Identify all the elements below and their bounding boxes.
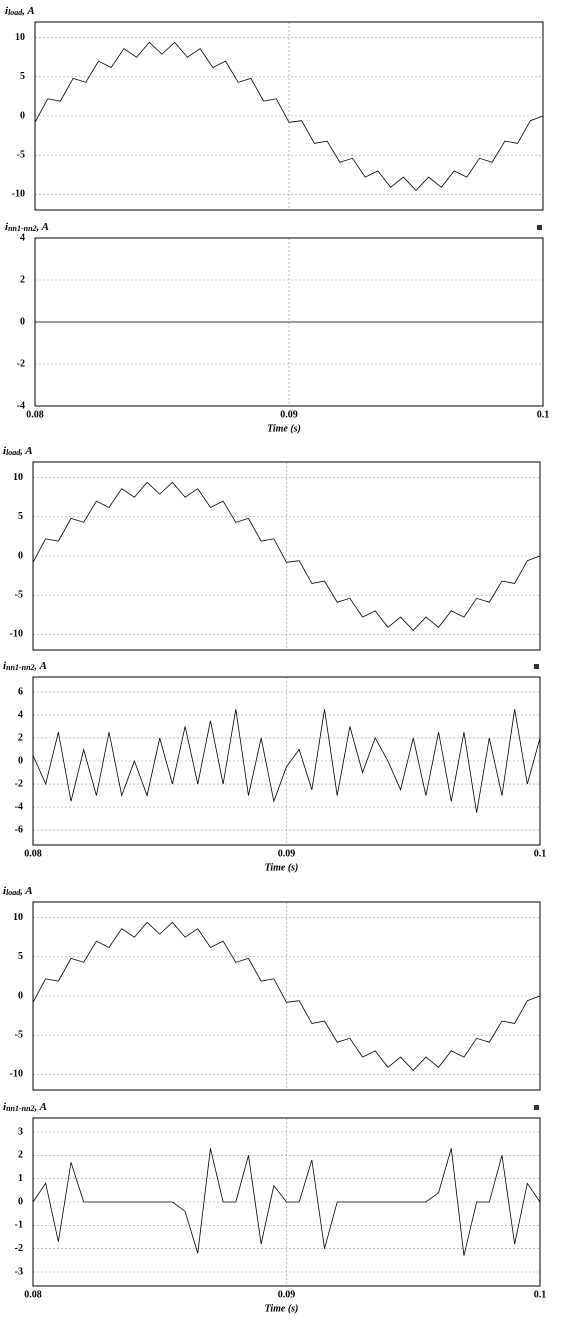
y-tick-label: -4 (17, 400, 25, 411)
y-tick-label: -2 (17, 358, 25, 369)
y-tick-label: -2 (15, 778, 23, 789)
y-tick-label: 3 (18, 1126, 23, 1137)
title-unit: , A (19, 445, 32, 457)
y-tick-label: -1 (15, 1220, 23, 1231)
y-tick-label: -5 (15, 589, 23, 600)
panel-marker (537, 225, 542, 230)
title-subscript: load (6, 888, 21, 897)
y-tick-label: -5 (15, 1029, 23, 1040)
x-tick-label: 0.08 (26, 409, 44, 420)
title-unit: , A (34, 660, 47, 672)
title-unit: , A (36, 221, 49, 233)
y-tick-label: -3 (15, 1266, 23, 1277)
y-tick-label: 0 (18, 755, 23, 766)
y-tick-label: -10 (12, 189, 25, 200)
y-tick-label: 0 (18, 1196, 23, 1207)
trace (32, 709, 541, 813)
title-unit: , A (34, 1101, 47, 1113)
y-tick-label: 2 (18, 1150, 23, 1161)
title-subscript: nn1-nn2 (6, 1104, 34, 1113)
title-symbol: i (3, 1101, 7, 1113)
x-tick-label: 0.1 (537, 409, 550, 420)
panel-title: iload, A (3, 885, 33, 897)
y-tick-label: 0 (20, 316, 25, 327)
y-tick-label: -6 (15, 824, 23, 835)
title-symbol: i (3, 885, 7, 897)
y-tick-label: 0 (18, 550, 23, 561)
trace (32, 1148, 541, 1256)
x-tick-label: 0.1 (534, 848, 547, 859)
y-tick-label: 10 (15, 32, 25, 43)
y-tick-label: 0 (20, 110, 25, 121)
title-unit: , A (21, 5, 34, 17)
panel-title: iload, A (3, 445, 33, 457)
title-subscript: load (6, 448, 21, 457)
title-subscript: nn1-nn2 (8, 224, 36, 233)
panel-title: inn1-nn2, A (5, 221, 49, 233)
panel-title: inn1-nn2, A (3, 1101, 47, 1113)
x-axis-label: Time (s) (265, 862, 299, 873)
title-subscript: load (8, 8, 23, 17)
y-tick-label: -10 (10, 629, 23, 640)
y-tick-label: 2 (18, 732, 23, 743)
x-tick-label: 0.09 (280, 409, 298, 420)
title-symbol: i (5, 5, 9, 17)
y-tick-label: 4 (20, 232, 25, 243)
x-tick-label: 0.09 (278, 848, 296, 859)
panel-marker (534, 664, 539, 669)
title-symbol: i (5, 221, 9, 233)
y-tick-label: 10 (13, 472, 23, 483)
panel-title: inn1-nn2, A (3, 660, 47, 672)
trace (32, 921, 541, 1072)
x-tick-label: 0.1 (534, 1289, 547, 1300)
x-tick-label: 0.09 (278, 1289, 296, 1300)
y-tick-label: 5 (20, 71, 25, 82)
y-tick-label: -2 (15, 1243, 23, 1254)
title-symbol: i (3, 445, 7, 457)
y-tick-label: -5 (17, 149, 25, 160)
panel-marker (534, 1105, 539, 1110)
title-symbol: i (3, 660, 7, 672)
y-tick-label: 4 (18, 709, 23, 720)
y-tick-label: -4 (15, 801, 23, 812)
x-tick-label: 0.08 (24, 848, 42, 859)
y-tick-label: 10 (13, 912, 23, 923)
x-axis-label: Time (s) (265, 1303, 299, 1314)
x-tick-label: 0.08 (24, 1289, 42, 1300)
plot-frame (32, 676, 541, 846)
trace (32, 481, 541, 632)
trace (34, 41, 544, 191)
title-subscript: nn1-nn2 (6, 663, 34, 672)
y-tick-label: 1 (18, 1173, 23, 1184)
y-tick-label: -10 (10, 1069, 23, 1080)
y-tick-label: 0 (18, 990, 23, 1001)
y-tick-label: 5 (18, 951, 23, 962)
x-axis-label: Time (s) (267, 423, 301, 434)
y-tick-label: 5 (18, 511, 23, 522)
panel-title: iload, A (5, 5, 35, 17)
title-unit: , A (19, 885, 32, 897)
y-tick-label: 6 (18, 686, 23, 697)
y-tick-label: 2 (20, 274, 25, 285)
